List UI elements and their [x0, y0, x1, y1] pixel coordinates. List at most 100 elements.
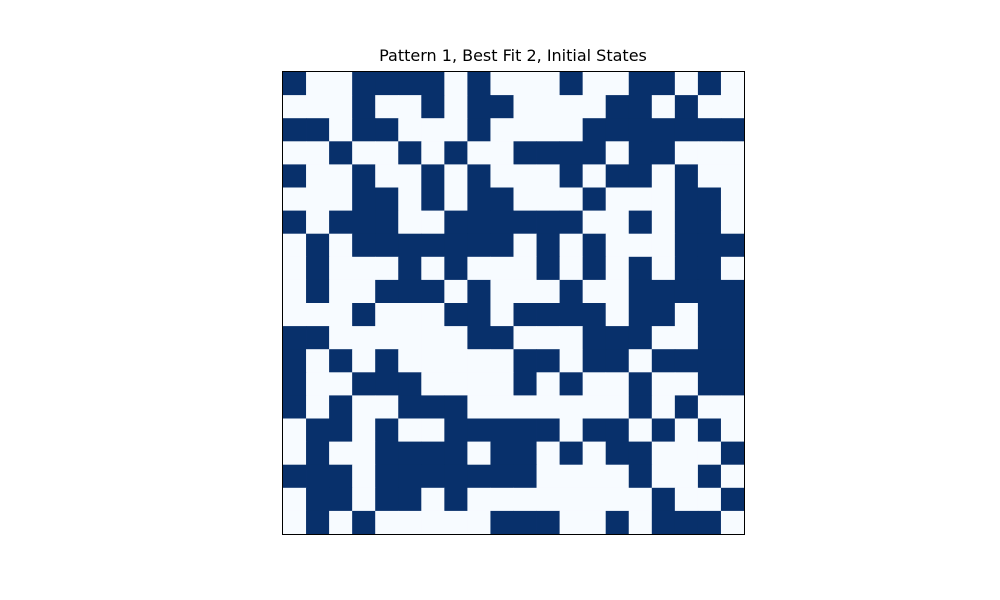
heatmap-cell-r18-c1: [306, 487, 330, 512]
heatmap-cell-r0-c17: [674, 72, 699, 96]
heatmap-cell-r4-c3: [352, 164, 376, 188]
heatmap-cells: [283, 72, 745, 535]
heatmap-cell-r6-c12: [559, 210, 584, 235]
heatmap-cell-r13-c16: [651, 372, 676, 396]
heatmap-cell-r9-c6: [421, 279, 445, 304]
heatmap-cell-r17-c17: [674, 464, 699, 489]
heatmap-cell-r19-c11: [536, 510, 560, 535]
heatmap-cell-r17-c12: [559, 464, 584, 489]
heatmap-cell-r6-c14: [605, 210, 630, 235]
heatmap-cell-r11-c19: [720, 326, 745, 350]
heatmap-cell-r7-c7: [444, 233, 468, 258]
heatmap-cell-r10-c2: [329, 303, 353, 327]
heatmap-cell-r4-c16: [651, 164, 676, 188]
heatmap-cell-r12-c15: [628, 349, 653, 373]
heatmap-cell-r8-c14: [605, 256, 630, 281]
heatmap-cell-r14-c12: [559, 395, 584, 419]
heatmap-cell-r11-c12: [559, 326, 584, 350]
heatmap-cell-r16-c19: [720, 441, 745, 466]
heatmap-cell-r5-c13: [582, 187, 607, 211]
heatmap-cell-r6-c5: [398, 210, 422, 235]
heatmap-cell-r10-c3: [352, 303, 376, 327]
heatmap-cell-r10-c15: [628, 303, 653, 327]
heatmap-cell-r19-c12: [559, 510, 584, 535]
heatmap-cell-r16-c13: [582, 441, 607, 466]
heatmap-cell-r7-c13: [582, 233, 607, 258]
heatmap-cell-r11-c7: [444, 326, 468, 350]
heatmap-cell-r9-c14: [605, 279, 630, 304]
heatmap-cell-r8-c6: [421, 256, 445, 281]
heatmap-cell-r1-c1: [306, 95, 330, 119]
heatmap-cell-r6-c0: [283, 210, 307, 235]
heatmap-cell-r18-c18: [697, 487, 722, 512]
heatmap-cell-r0-c9: [490, 72, 514, 96]
heatmap-cell-r14-c17: [674, 395, 699, 419]
heatmap-cell-r5-c4: [375, 187, 399, 211]
heatmap-cell-r4-c13: [582, 164, 607, 188]
heatmap-cell-r7-c17: [674, 233, 699, 258]
heatmap-cell-r7-c1: [306, 233, 330, 258]
heatmap-cell-r13-c12: [559, 372, 584, 396]
heatmap-cell-r10-c7: [444, 303, 468, 327]
heatmap-cell-r13-c10: [513, 372, 537, 396]
heatmap-cell-r16-c4: [375, 441, 399, 466]
heatmap-cell-r3-c13: [582, 141, 607, 165]
heatmap-cell-r12-c16: [651, 349, 676, 373]
heatmap-cell-r16-c17: [674, 441, 699, 466]
heatmap-cell-r14-c19: [720, 395, 745, 419]
heatmap-cell-r11-c4: [375, 326, 399, 350]
heatmap-cell-r1-c14: [605, 95, 630, 119]
heatmap-cell-r4-c6: [421, 164, 445, 188]
heatmap-cell-r15-c16: [651, 418, 676, 442]
heatmap-cell-r11-c0: [283, 326, 307, 350]
heatmap-cell-r5-c15: [628, 187, 653, 211]
heatmap-cell-r10-c6: [421, 303, 445, 327]
heatmap-cell-r12-c13: [582, 349, 607, 373]
heatmap-cell-r9-c0: [283, 279, 307, 304]
heatmap-cell-r9-c10: [513, 279, 537, 304]
heatmap-cell-r9-c18: [697, 279, 722, 304]
heatmap-cell-r0-c4: [375, 72, 399, 96]
heatmap-cell-r7-c3: [352, 233, 376, 258]
heatmap-cell-r15-c18: [697, 418, 722, 442]
heatmap-cell-r6-c6: [421, 210, 445, 235]
heatmap-cell-r19-c3: [352, 510, 376, 535]
heatmap-cell-r8-c19: [720, 256, 745, 281]
heatmap-cell-r16-c18: [697, 441, 722, 466]
heatmap-cell-r7-c6: [421, 233, 445, 258]
heatmap-cell-r2-c8: [467, 118, 491, 142]
heatmap-cell-r11-c18: [697, 326, 722, 350]
heatmap-cell-r8-c7: [444, 256, 468, 281]
heatmap-cell-r1-c6: [421, 95, 445, 119]
heatmap-cell-r19-c4: [375, 510, 399, 535]
heatmap-cell-r12-c12: [559, 349, 584, 373]
heatmap-cell-r12-c14: [605, 349, 630, 373]
heatmap-cell-r17-c13: [582, 464, 607, 489]
heatmap-cell-r19-c18: [697, 510, 722, 535]
heatmap-cell-r3-c19: [720, 141, 745, 165]
heatmap-cell-r18-c4: [375, 487, 399, 512]
heatmap-cell-r14-c11: [536, 395, 560, 419]
heatmap-cell-r11-c16: [651, 326, 676, 350]
heatmap-cell-r3-c9: [490, 141, 514, 165]
heatmap-cell-r17-c19: [720, 464, 745, 489]
heatmap-cell-r13-c3: [352, 372, 376, 396]
heatmap-cell-r6-c10: [513, 210, 537, 235]
heatmap-cell-r10-c13: [582, 303, 607, 327]
heatmap-cell-r4-c14: [605, 164, 630, 188]
heatmap-cell-r1-c16: [651, 95, 676, 119]
heatmap-cell-r3-c1: [306, 141, 330, 165]
heatmap-cell-r1-c2: [329, 95, 353, 119]
heatmap-cell-r16-c6: [421, 441, 445, 466]
heatmap-cell-r15-c3: [352, 418, 376, 442]
heatmap-cell-r8-c0: [283, 256, 307, 281]
heatmap-cell-r6-c9: [490, 210, 514, 235]
heatmap-cell-r9-c16: [651, 279, 676, 304]
heatmap-cell-r14-c16: [651, 395, 676, 419]
heatmap-cell-r17-c1: [306, 464, 330, 489]
heatmap-cell-r16-c14: [605, 441, 630, 466]
heatmap-cell-r8-c9: [490, 256, 514, 281]
heatmap-cell-r9-c12: [559, 279, 584, 304]
heatmap-cell-r11-c2: [329, 326, 353, 350]
